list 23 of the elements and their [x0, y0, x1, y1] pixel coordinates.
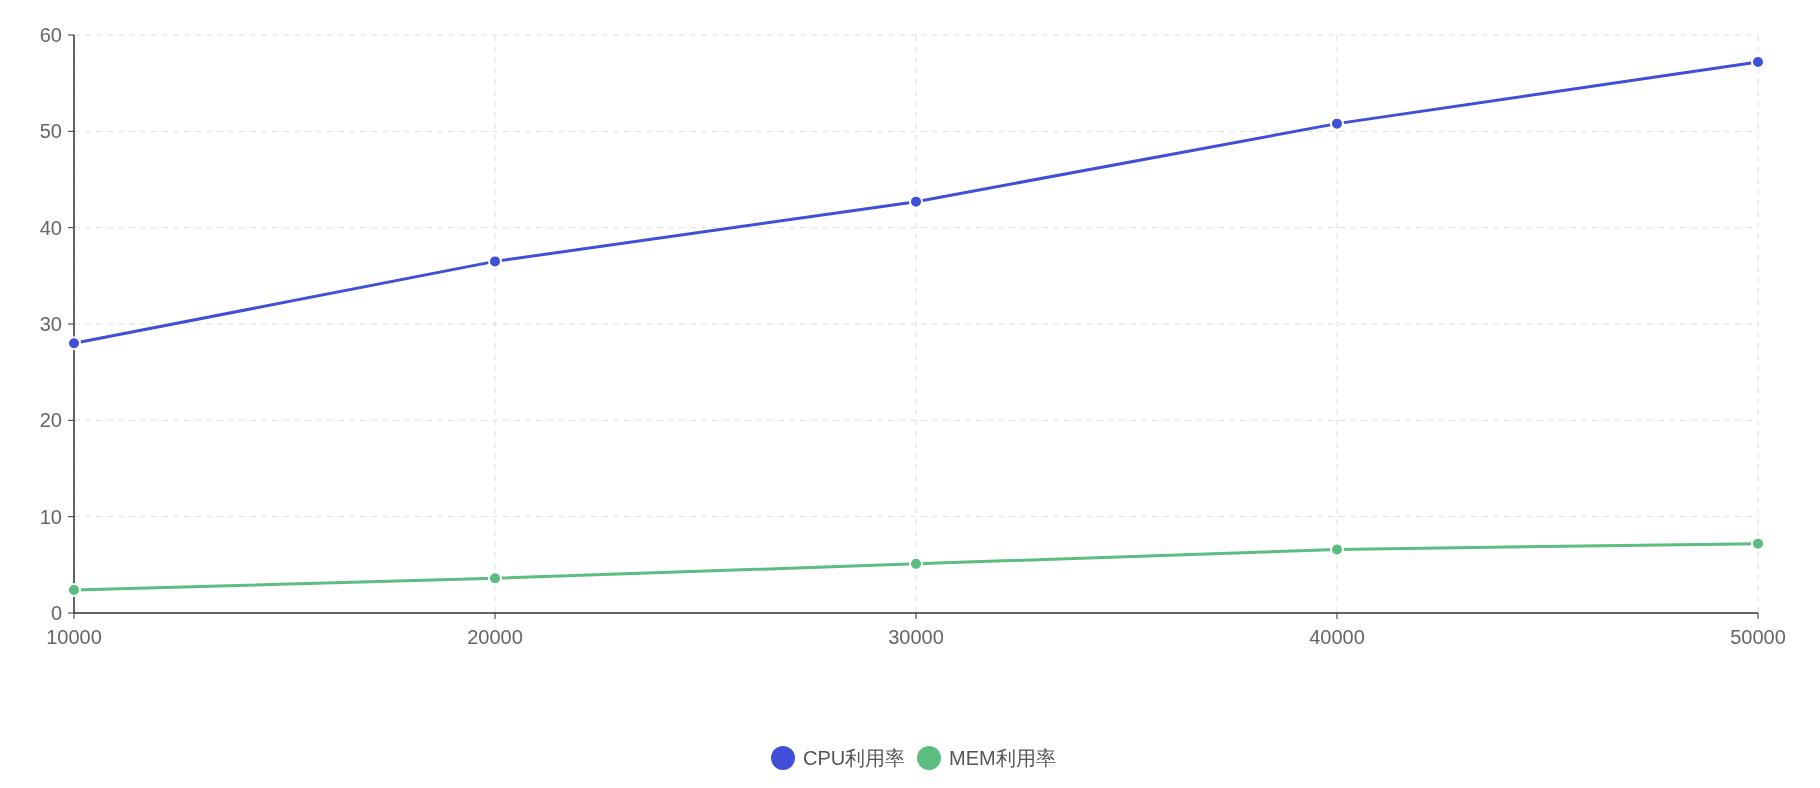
- y-tick-label: 30: [39, 313, 62, 335]
- x-tick-label: 30000: [888, 626, 944, 648]
- point: [488, 571, 502, 586]
- y-tick-label: 50: [39, 120, 62, 143]
- point: [909, 556, 923, 571]
- point: [1330, 542, 1344, 557]
- point: [909, 194, 923, 209]
- x-tick-label: 10000: [46, 626, 102, 648]
- y-tick-label: 0: [50, 602, 62, 624]
- legend-label: MEM利用率: [949, 747, 1056, 769]
- y-tick-label: 40: [39, 216, 62, 239]
- x-tick-label: 20000: [467, 626, 523, 648]
- y-tick-label: 60: [39, 24, 62, 46]
- x-tick-label: 50000: [1730, 626, 1786, 648]
- point: [488, 254, 502, 269]
- point: [1751, 536, 1765, 551]
- point: [67, 582, 81, 597]
- point: [1330, 116, 1344, 131]
- point: [67, 336, 81, 351]
- y-tick-label: 10: [39, 505, 62, 528]
- legend-label: CPU利用率: [803, 747, 906, 769]
- y-tick-label: 20: [39, 409, 62, 432]
- x-tick-label: 40000: [1309, 626, 1365, 648]
